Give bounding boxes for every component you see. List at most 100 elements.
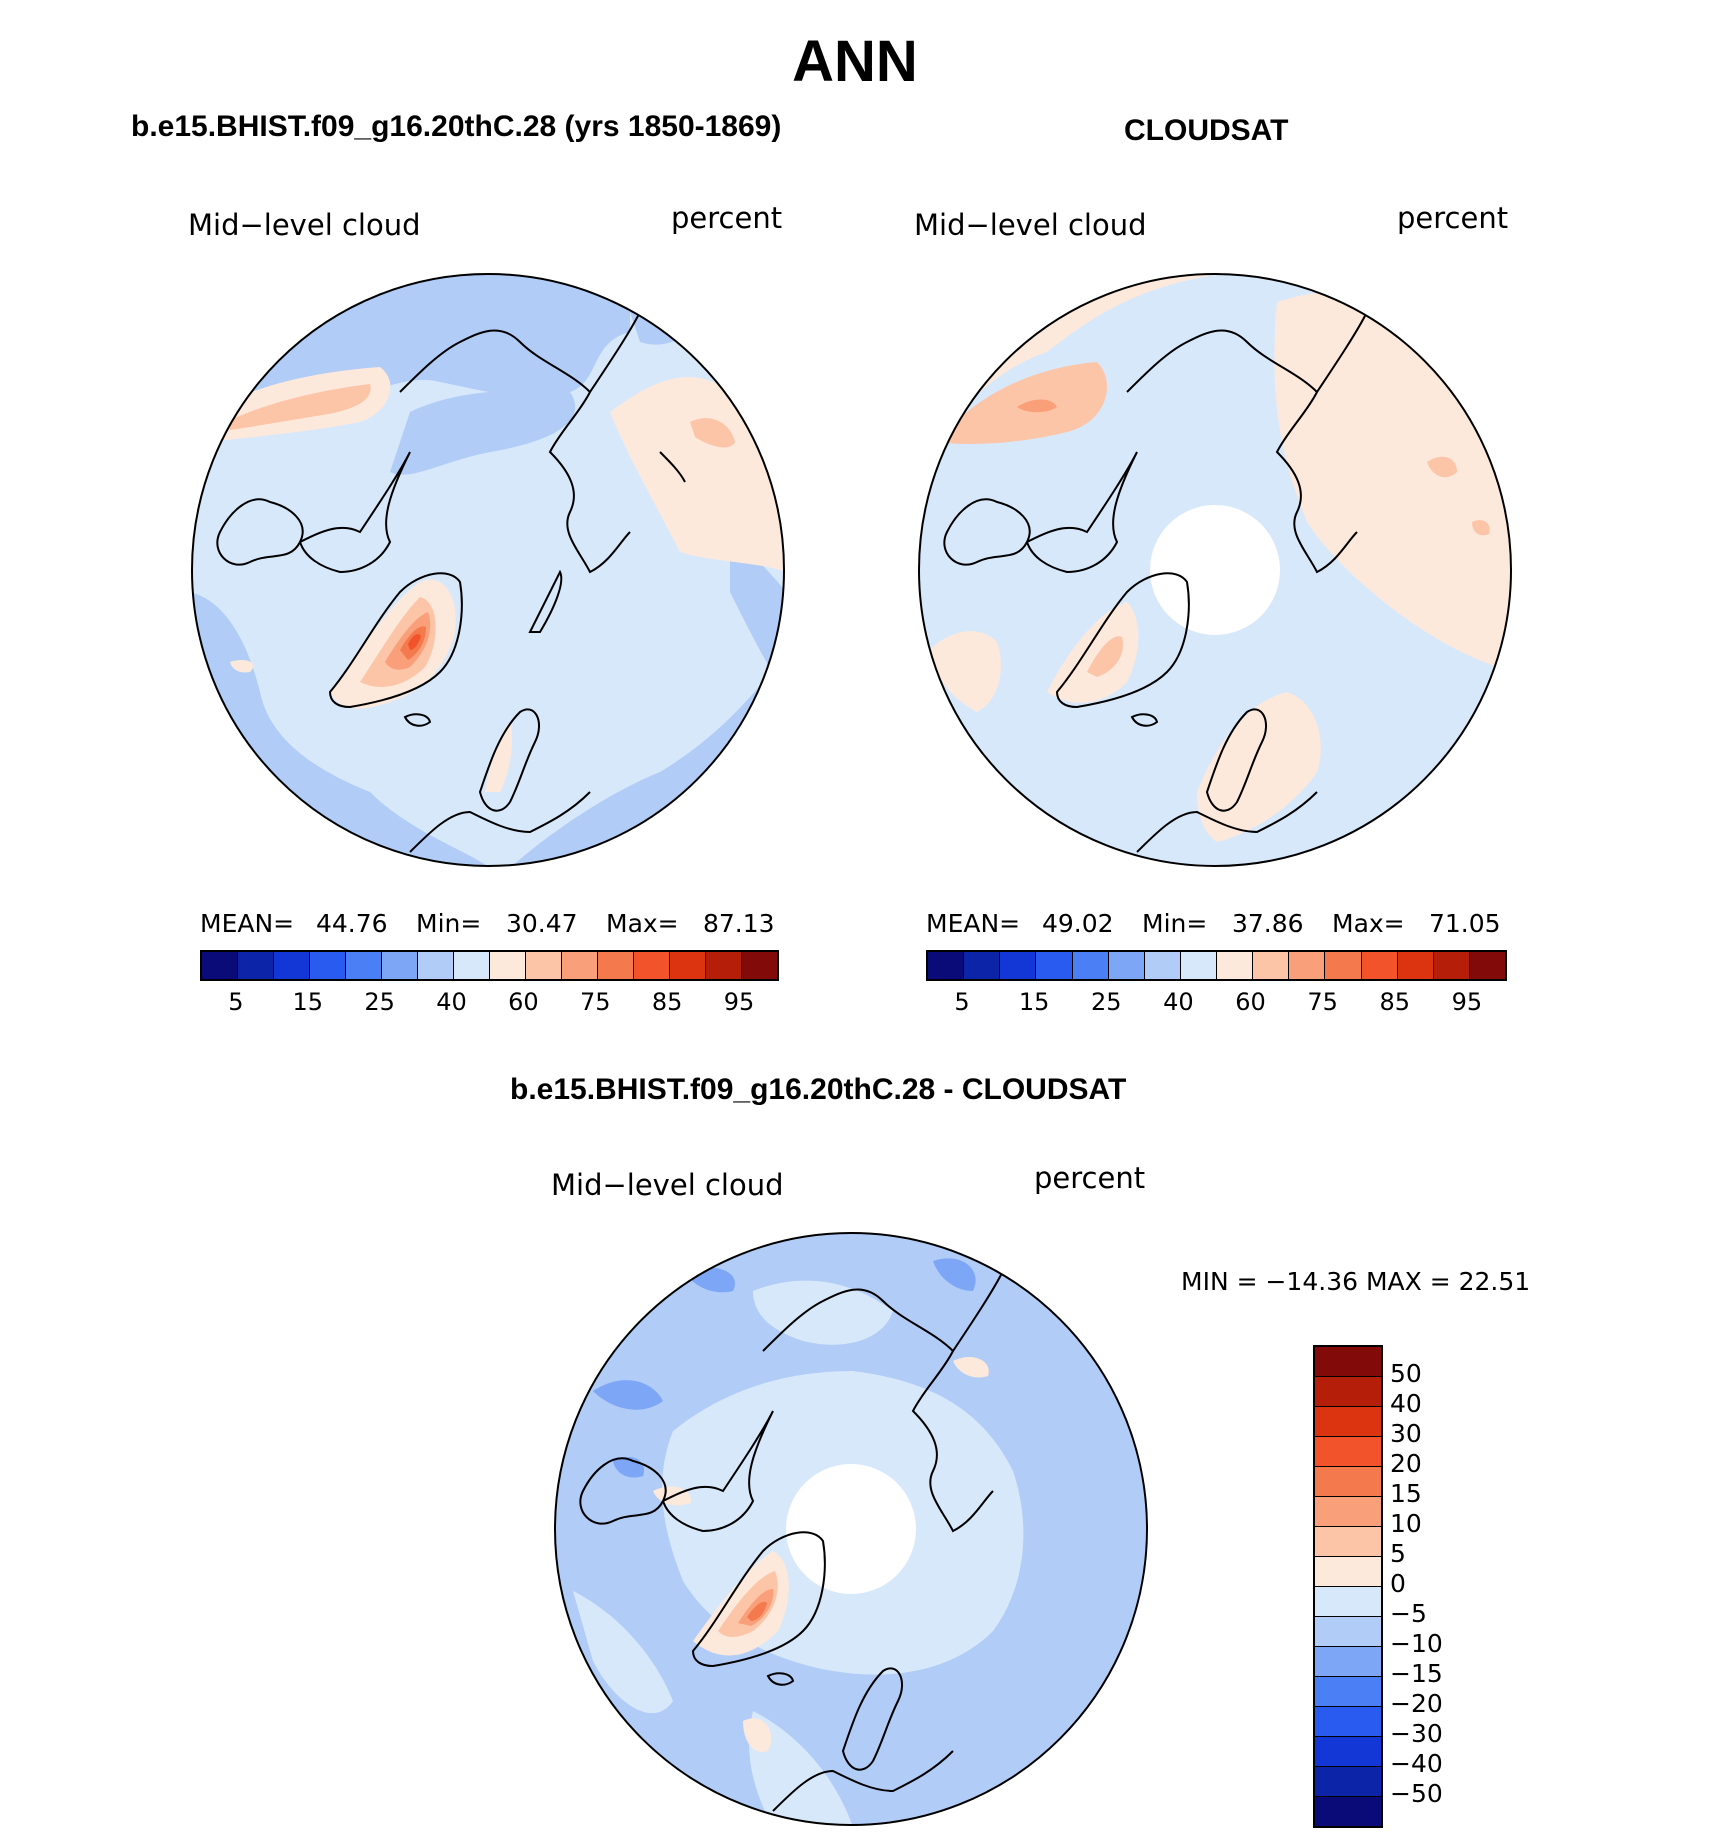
map-coastline-iceland <box>403 713 432 727</box>
map-contour-salmon-asia-east <box>690 418 735 448</box>
colorbar-swatch <box>1180 952 1217 979</box>
colorbar-tick-label: 25 <box>364 988 395 1016</box>
colorbar-swatch <box>238 952 274 979</box>
panel-diff-minmax-text: MIN = −14.36 MAX = 22.51 <box>1181 1267 1531 1296</box>
colorbar-swatch <box>1072 952 1109 979</box>
colorbar-swatch <box>1315 1587 1381 1617</box>
map-coastline-europe <box>772 1750 954 1812</box>
map-contour-peach-alaska <box>230 660 254 673</box>
colorbar-swatch <box>382 952 418 979</box>
map-coastline-europe <box>1136 791 1318 853</box>
panel-model-units-label: percent <box>671 201 783 235</box>
map-coastline-alaska <box>943 498 1031 566</box>
colorbar-swatch <box>202 952 238 979</box>
colorbar-swatch <box>1315 1737 1381 1767</box>
colorbar-swatch <box>1315 1647 1381 1677</box>
map-contour-red-greenland <box>747 1601 767 1621</box>
colorbar-swatch <box>1433 952 1470 979</box>
colorbar-swatch <box>1469 952 1505 979</box>
colorbar-swatch <box>1315 1467 1381 1497</box>
map-contour-peach-asia-east <box>610 377 784 572</box>
figure-title: ANN <box>792 29 918 94</box>
colorbar-swatch <box>1315 1617 1381 1647</box>
panel-model-variable-label: Mid−level cloud <box>188 208 421 242</box>
map-coastline-scandinavia <box>841 1667 903 1771</box>
map-coastline-greenland <box>328 572 463 709</box>
colorbar-swatch <box>346 952 382 979</box>
map-contour-peach-scandinavia <box>1197 692 1321 842</box>
colorbar-swatch <box>1315 1707 1381 1737</box>
colorbar-tick-label: 20 <box>1390 1449 1422 1478</box>
map-coastline-canada <box>299 451 411 574</box>
colorbar-swatch <box>1315 1377 1381 1407</box>
colorbar-tick-label: 60 <box>1235 988 1266 1016</box>
colorbar-swatch <box>1315 1347 1381 1377</box>
colorbar-tick-label: 60 <box>508 988 539 1016</box>
map-contour-lightblue-south <box>749 1711 853 1825</box>
panel-model-max-value: 87.13 <box>703 909 775 938</box>
colorbar-swatch <box>1315 1677 1381 1707</box>
panel-model-min-label: Min= <box>416 909 482 938</box>
map-coastline-canada <box>1026 451 1138 574</box>
colorbar-swatch <box>418 952 454 979</box>
colorbar-swatch <box>1217 952 1254 979</box>
colorbar-swatch <box>1000 952 1037 979</box>
map-contour-blue3-northwest <box>593 1380 663 1410</box>
panel-model-title: b.e15.BHIST.f09_g16.20thC.28 (yrs 1850-1… <box>131 110 782 143</box>
colorbar-swatch <box>1315 1527 1381 1557</box>
colorbar-swatch <box>1315 1797 1381 1826</box>
map-contour-peach-europe <box>743 1718 772 1752</box>
colorbar-swatch <box>598 952 634 979</box>
panel-model-colorbar-ticks: 5 15 25 40 60 75 85 95 <box>200 988 775 1018</box>
panel-diff-title: b.e15.BHIST.f09_g16.20thC.28 - CLOUDSAT <box>510 1073 1127 1106</box>
map-coastline-iceland <box>766 1672 795 1686</box>
panel-obs-variable-label: Mid−level cloud <box>914 208 1147 242</box>
colorbar-tick-label: 15 <box>292 988 324 1016</box>
panel-obs-polar-map <box>918 273 1512 867</box>
map-contour-red2-greenland <box>408 634 421 650</box>
map-missing-pole <box>786 1464 916 1594</box>
map-boundary-circle <box>191 273 785 867</box>
panel-model-max-label: Max= <box>606 909 679 938</box>
panel-model-polar-map <box>191 273 785 867</box>
map-coastline-scandinavia <box>1205 708 1267 812</box>
colorbar-tick-label: 40 <box>436 988 467 1016</box>
map-contour-salmon-east-1 <box>1427 456 1457 478</box>
colorbar-tick-label: −30 <box>1390 1719 1443 1748</box>
map-coastline-canada <box>662 1410 774 1533</box>
colorbar-tick-label: 40 <box>1390 1389 1422 1418</box>
colorbar-tick-label: 5 <box>954 988 970 1016</box>
map-contour-lightblue-southwest <box>573 1591 673 1714</box>
map-coastline-europe <box>409 791 591 853</box>
colorbar-tick-label: 30 <box>1390 1419 1422 1448</box>
map-contour-salmon-europe-north <box>230 384 371 430</box>
colorbar-tick-label: 50 <box>1390 1359 1422 1388</box>
map-coastline-iceland <box>1130 713 1159 727</box>
colorbar-swatch <box>1361 952 1398 979</box>
map-coastline-siberia <box>1126 329 1358 574</box>
colorbar-tick-label: 0 <box>1390 1569 1406 1598</box>
colorbar-swatch <box>1144 952 1181 979</box>
map-contour-salmon-europe <box>937 362 1107 444</box>
map-contour-salmon-greenland <box>718 1571 778 1637</box>
colorbar-tick-label: −5 <box>1390 1599 1427 1628</box>
panel-obs-colorbar-ticks: 5 15 25 40 60 75 85 95 <box>926 988 1503 1018</box>
colorbar-swatch <box>964 952 1001 979</box>
map-coastline-novaya-zemlya <box>528 569 563 633</box>
panel-model-mean-value: 44.76 <box>316 909 388 938</box>
colorbar-swatch <box>1325 952 1362 979</box>
map-boundary-circle <box>918 273 1512 867</box>
map-coastline-greenland <box>691 1531 826 1668</box>
map-contour-salmon-east-2 <box>1472 520 1490 536</box>
map-contour-peach-east <box>953 1356 989 1378</box>
colorbar-swatch <box>1315 1407 1381 1437</box>
colorbar-swatch <box>742 952 777 979</box>
map-missing-pole <box>1150 505 1280 635</box>
colorbar-tick-label: 15 <box>1390 1479 1422 1508</box>
panel-obs-title: CLOUDSAT <box>1124 114 1289 147</box>
colorbar-tick-label: 5 <box>1390 1539 1406 1568</box>
panel-obs-mean-label: MEAN= <box>926 909 1021 938</box>
colorbar-swatch <box>706 952 742 979</box>
map-coastline-kamchatka <box>659 451 686 483</box>
colorbar-swatch <box>670 952 706 979</box>
